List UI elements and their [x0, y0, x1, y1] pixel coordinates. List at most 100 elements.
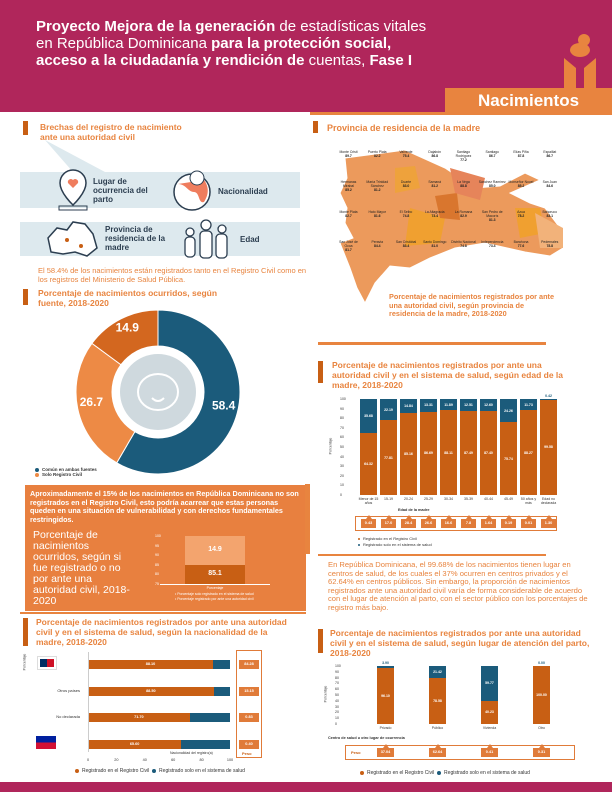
baby-face-icon	[137, 373, 180, 411]
y-tick-label: 30	[335, 704, 339, 709]
peso-label: Peso	[242, 751, 252, 756]
title-part: de estadísticas vitales en República Dom…	[36, 18, 427, 52]
peso-pointer	[505, 515, 512, 519]
province-value: 82.7	[345, 214, 352, 219]
province-value: 86.8	[431, 154, 439, 159]
bar-segment-registro-civil: 65.60	[88, 740, 182, 749]
bar-value: 24.26	[504, 408, 513, 413]
peso-pointer	[385, 515, 392, 519]
bar-value: 85.16	[404, 452, 413, 457]
bar-segment-sistema-salud	[400, 399, 417, 414]
bar-segment-sistema-salud	[500, 399, 517, 423]
y-axis-label: Porcentaje	[22, 653, 27, 671]
bar-segment-sistema-salud	[481, 666, 498, 701]
bar-segment-registro-civil: 86.69	[420, 411, 437, 495]
bar-segment-sistema-salud	[460, 399, 477, 411]
bar-segment-registro-civil: 88.50	[88, 687, 214, 696]
province-label: Puerto Plata 82.2	[364, 150, 391, 158]
peso-value: 0.43	[361, 519, 376, 528]
age-legend: Registrado en el Registro Civil Registrad…	[358, 536, 432, 548]
y-axis	[88, 652, 89, 752]
peso-pointer	[525, 515, 532, 519]
peso-value: 84.28	[239, 660, 259, 669]
legend-label: Solo Registro Civil	[42, 472, 83, 477]
donut-chart: 58.4 26.7 14.9	[75, 309, 241, 475]
gaps-title: Brechas del registro de nacimiento ante …	[40, 122, 182, 142]
peso-value: 0.40	[239, 740, 259, 749]
province-value: 81.7	[345, 248, 352, 253]
nationality-chart: 88.10 84.28 Otros países 88.50 15.15 No decla…	[20, 650, 310, 770]
legend-item: • Porcentaje registrado por ante una aut…	[175, 597, 254, 601]
peso-value: 1.30	[541, 519, 556, 528]
section-marker	[318, 361, 323, 383]
province-name: Independencia	[481, 240, 504, 244]
bar-value: 0.42	[545, 394, 552, 398]
legend-item: Solo Registro Civil	[35, 472, 97, 477]
bar-segment-registro-civil: 71.70	[88, 713, 190, 722]
peso-pointer	[538, 744, 545, 748]
bar-value: 77.81	[384, 455, 393, 460]
x-tick-label: 20-24	[404, 497, 413, 501]
x-axis-label: Edad de la madre	[398, 508, 430, 512]
x-tick-label: 35-39	[464, 497, 473, 501]
province-value: 75.4	[402, 154, 410, 159]
x-axis-label: Porcentaje	[206, 586, 224, 590]
bar-segment-sistema-salud	[213, 660, 230, 669]
section-tab-nacimientos: Nacimientos	[445, 88, 612, 114]
x-tick-label: Vivienda	[482, 726, 497, 730]
province-value: 77.6	[517, 244, 525, 249]
legend-label: Registrado solo en el sistema de salud	[444, 770, 530, 776]
y-tick-label: 80	[335, 675, 339, 680]
y-tick-label: 80	[340, 416, 344, 421]
legend-item: Registrado en el Registro Civil	[358, 536, 432, 542]
bar-value: 14.9	[208, 546, 222, 554]
bar-segment-registro-civil: 78.58	[429, 678, 446, 724]
y-tick-label: 50	[340, 445, 344, 449]
peso-value: 0.01	[521, 519, 536, 528]
donut-slice	[91, 309, 159, 366]
province-value: 81.0	[431, 244, 439, 249]
y-tick-label: 50	[335, 693, 339, 697]
section-marker	[23, 618, 28, 646]
peso-value: 0.19	[501, 519, 516, 528]
peso-value: 0.41	[481, 748, 498, 757]
peso-value: 7.8	[461, 519, 476, 528]
province-name: Santiago Rodríguez	[455, 150, 472, 159]
province-name: Bahoruco	[542, 210, 557, 214]
bar-segment-registro-civil: 88.10	[88, 660, 214, 669]
y-tick-label: 100	[335, 664, 341, 668]
bar-segment-sistema-salud	[380, 399, 397, 421]
x-tick-label: 40-44	[484, 497, 493, 501]
bar-segment-registro-civil: 96.10	[377, 668, 394, 724]
province-value: 83.4	[402, 244, 410, 249]
peso-pointer	[485, 515, 492, 519]
province-label: San José de Ocoa 81.7	[335, 240, 362, 253]
legend-label: Registrado en el Registro Civil	[363, 536, 417, 541]
peso-value: 0.31	[533, 748, 550, 757]
gap-label: Lugar de ocurrencia del parto	[93, 177, 148, 204]
divider	[20, 612, 306, 614]
bar-value: 88.27	[524, 450, 533, 455]
province-name: Puerto Plata	[367, 150, 387, 154]
province-value: 83.1	[546, 214, 554, 219]
nationality-title: Porcentaje de nacimientos registrados po…	[36, 617, 287, 647]
legend-label: Registrado en el Registro Civil	[82, 768, 150, 774]
province-name: La Romana	[454, 210, 473, 214]
divider	[305, 484, 310, 554]
province-label: La Altagracia 73.4	[421, 210, 448, 218]
donut-title: Porcentaje de nacimientos ocurridos, seg…	[38, 288, 218, 308]
footer-band	[0, 782, 612, 792]
bar-segment-registro-civil: 88.27	[520, 410, 537, 495]
bar-value: 14.84	[404, 404, 413, 409]
bar-value: 0.00	[538, 661, 545, 665]
y-tick-label: 60	[335, 687, 339, 692]
age-chart: 100 90 80 70 60 50 40 30 20 10 0 Porcentaje 64.32 35.…	[328, 394, 580, 535]
peso-pointer	[486, 744, 493, 748]
bar-segment-sistema-salud	[429, 666, 446, 679]
peso-pointer	[405, 515, 412, 519]
province-name: Azua	[517, 210, 525, 214]
province-label: Barahona 77.6	[508, 240, 535, 248]
province-value: 74.8	[460, 244, 467, 249]
province-value: 73.4	[488, 244, 496, 249]
bar-segment-sistema-salud	[420, 399, 437, 412]
